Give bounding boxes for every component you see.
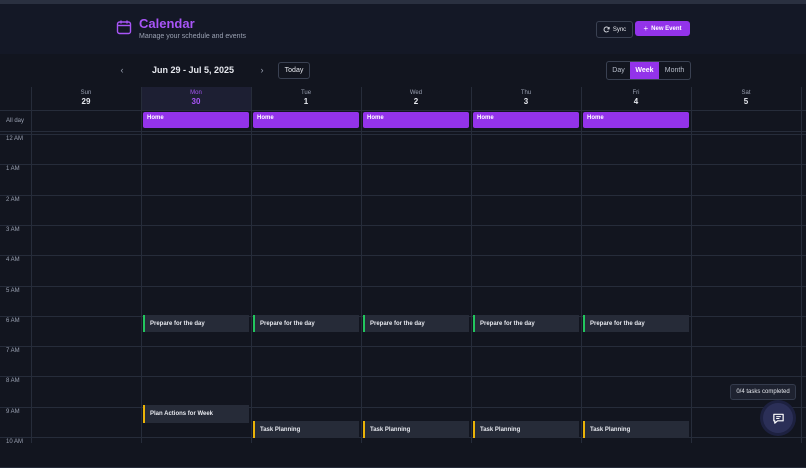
row-divider — [0, 225, 806, 226]
day-name: Sat — [741, 90, 751, 96]
hour-label: 8 AM — [6, 378, 20, 384]
row-divider — [0, 407, 806, 408]
column-divider — [801, 87, 802, 443]
chevron-left-icon[interactable]: ‹ — [120, 65, 124, 75]
plus-icon: + — [643, 23, 649, 33]
date-range: Jun 29 - Jul 5, 2025 — [152, 65, 235, 75]
day-name: Thu — [520, 90, 532, 96]
event-task-planning[interactable]: Task Planning — [363, 421, 469, 438]
view-day-button[interactable]: Day — [612, 67, 625, 74]
event-plan-actions-for-week[interactable]: Plan Actions for Week — [143, 405, 249, 423]
row-divider — [0, 134, 806, 135]
week-grid: Sun 29 Mon 30 Tue 1 Wed 2 Thu 3 Fri 4 Sat 5 — [0, 87, 806, 468]
allday-event[interactable]: Home — [473, 112, 579, 128]
day-name: Mon — [190, 90, 202, 96]
hour-label: 4 AM — [6, 257, 20, 263]
column-divider — [691, 87, 692, 443]
day-date: 4 — [633, 97, 639, 106]
day-name: Fri — [632, 90, 640, 96]
hour-label: 5 AM — [6, 288, 20, 294]
event-task-planning[interactable]: Task Planning — [253, 421, 359, 438]
day-header-sat[interactable]: Sat 5 — [691, 87, 801, 110]
hour-label: 6 AM — [6, 318, 20, 324]
day-date: 29 — [81, 97, 91, 106]
day-header-mon[interactable]: Mon 30 — [141, 87, 251, 110]
column-divider — [471, 87, 472, 443]
day-date: 30 — [191, 97, 201, 106]
event-task-planning[interactable]: Task Planning — [583, 421, 689, 438]
allday-event[interactable]: Home — [253, 112, 359, 128]
event-prepare-for-the-day[interactable]: Prepare for the day — [143, 315, 249, 332]
hour-label: 9 AM — [6, 409, 20, 415]
page-subtitle: Manage your schedule and events — [139, 33, 247, 40]
chat-button[interactable] — [763, 403, 793, 433]
view-switcher: Day Week Month — [606, 61, 691, 80]
row-divider — [0, 195, 806, 196]
event-prepare-for-the-day[interactable]: Prepare for the day — [583, 315, 689, 332]
hour-label: 2 AM — [6, 197, 20, 203]
sync-button[interactable]: Sync — [596, 21, 633, 38]
column-divider — [361, 87, 362, 443]
window-top-strip — [0, 0, 806, 4]
allday-label: All day — [6, 118, 25, 124]
tasks-status-badge: 0/4 tasks completed — [730, 384, 796, 400]
event-task-planning[interactable]: Task Planning — [473, 421, 579, 438]
calendar-icon — [116, 20, 132, 35]
row-divider — [0, 286, 806, 287]
day-date: 1 — [303, 97, 309, 106]
column-divider — [31, 87, 32, 443]
day-date: 2 — [413, 97, 419, 106]
column-divider — [581, 87, 582, 443]
calendar-toolbar — [0, 54, 806, 87]
new-event-label: New Event — [651, 25, 682, 32]
day-date: 3 — [523, 97, 529, 106]
hour-label: 7 AM — [6, 348, 20, 354]
event-prepare-for-the-day[interactable]: Prepare for the day — [473, 315, 579, 332]
row-divider — [0, 346, 806, 347]
view-month-button[interactable]: Month — [664, 67, 685, 74]
row-divider — [0, 131, 806, 132]
chat-icon — [772, 413, 784, 424]
hour-label: 10 AM — [6, 439, 24, 445]
today-column-highlight — [141, 87, 251, 110]
hour-label: 3 AM — [6, 227, 20, 233]
today-button[interactable]: Today — [278, 62, 310, 79]
page-title: Calendar — [139, 16, 195, 31]
row-divider — [0, 164, 806, 165]
row-divider — [0, 376, 806, 377]
new-event-button[interactable]: + New Event — [635, 21, 690, 36]
sync-label: Sync — [612, 26, 627, 33]
hour-label: 1 AM — [6, 166, 20, 172]
event-prepare-for-the-day[interactable]: Prepare for the day — [253, 315, 359, 332]
column-divider — [141, 87, 142, 443]
allday-event[interactable]: Home — [143, 112, 249, 128]
allday-event[interactable]: Home — [583, 112, 689, 128]
day-header-fri[interactable]: Fri 4 — [581, 87, 691, 110]
row-divider — [0, 110, 806, 111]
row-divider — [0, 255, 806, 256]
chevron-right-icon[interactable]: › — [260, 65, 264, 75]
allday-event[interactable]: Home — [363, 112, 469, 128]
day-date: 5 — [743, 97, 749, 106]
day-name: Wed — [409, 90, 423, 96]
day-header-wed[interactable]: Wed 2 — [361, 87, 471, 110]
column-divider — [251, 87, 252, 443]
refresh-icon — [603, 26, 610, 33]
day-header-sun[interactable]: Sun 29 — [31, 87, 141, 110]
day-name: Tue — [300, 90, 312, 96]
day-header-tue[interactable]: Tue 1 — [251, 87, 361, 110]
day-name: Sun — [80, 90, 92, 96]
event-prepare-for-the-day[interactable]: Prepare for the day — [363, 315, 469, 332]
view-week-button[interactable]: Week — [630, 62, 659, 79]
day-header-thu[interactable]: Thu 3 — [471, 87, 581, 110]
hour-label: 12 AM — [6, 136, 24, 142]
